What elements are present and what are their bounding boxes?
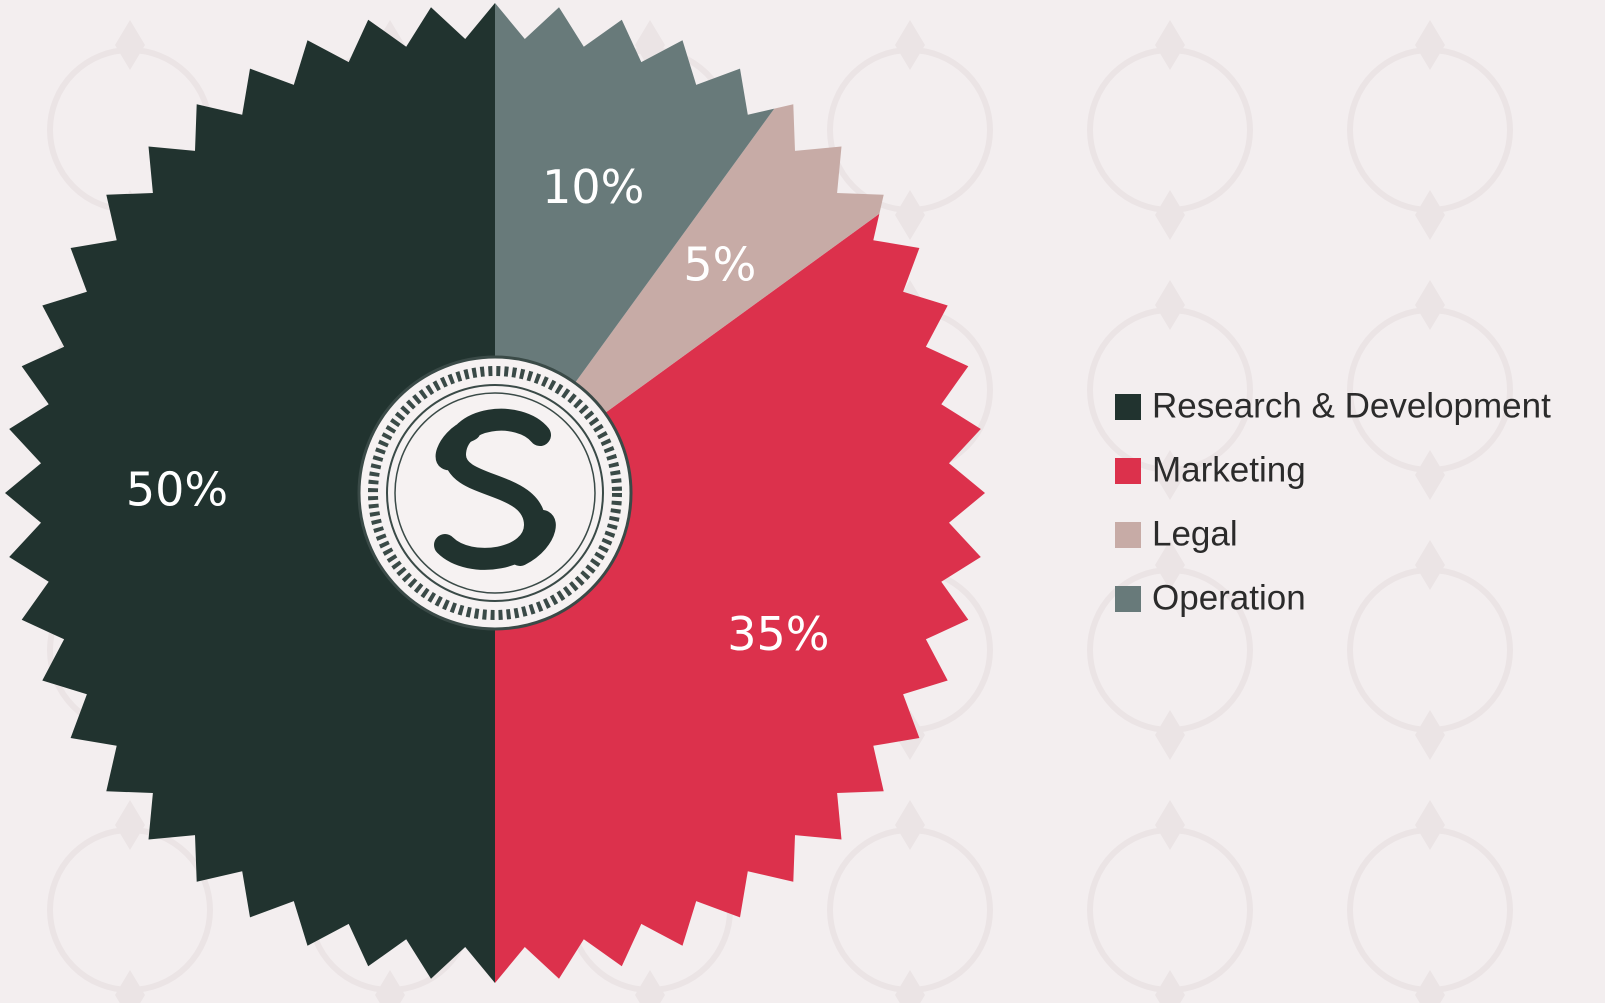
legend-swatch (1115, 522, 1141, 548)
legend-swatch (1115, 394, 1141, 420)
data-labels: 50% 35% 5% 10% (126, 160, 830, 661)
legend-label: Research & Development (1152, 386, 1551, 425)
data-label: 10% (542, 160, 644, 214)
center-seal (357, 355, 633, 631)
data-label: 5% (683, 238, 756, 292)
data-label: 50% (126, 463, 228, 517)
legend-swatch (1115, 458, 1141, 484)
data-label: 35% (727, 607, 829, 661)
pie-slice (495, 72, 916, 494)
legend-label: Marketing (1152, 450, 1306, 489)
legend-swatch (1115, 586, 1141, 612)
pie-slice (495, 3, 801, 493)
legend: Research & Development Marketing Legal Oper… (1115, 386, 1551, 617)
legend-label: Legal (1152, 514, 1238, 553)
legend-label: Operation (1152, 578, 1306, 617)
